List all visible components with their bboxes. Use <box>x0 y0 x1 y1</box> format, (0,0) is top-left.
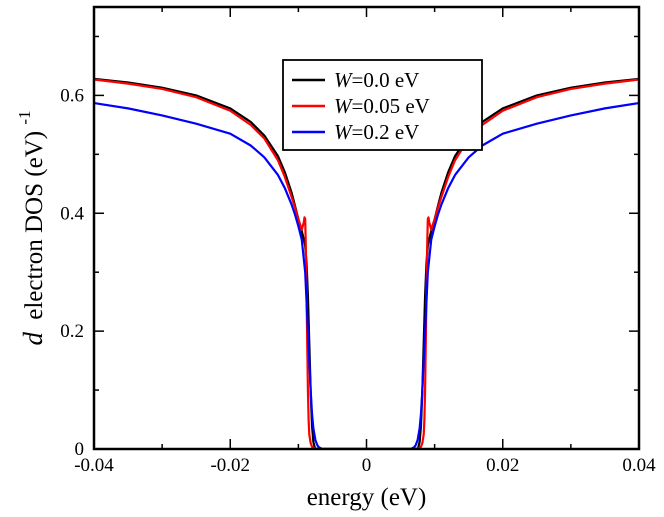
x-tick-labels: -0.04 -0.02 0 0.02 0.04 <box>74 455 656 476</box>
legend: W=0.0 eVW=0.05 eVW=0.2 eV <box>282 59 483 151</box>
y-tick-label: 0.4 <box>60 203 84 224</box>
legend-entry-label: W=0.2 eV <box>334 120 419 144</box>
y-tick-label: 0.6 <box>60 85 84 106</box>
x-axis-title: energy (eV) <box>307 484 427 511</box>
y-axis-title-prefix: d <box>18 332 48 346</box>
legend-entry-value: =0.0 eV <box>352 68 420 92</box>
legend-entry-label: W=0.0 eV <box>334 68 419 92</box>
y-tick-labels: 0 0.2 0.4 0.6 <box>60 85 84 460</box>
series-line-1 <box>94 77 639 449</box>
legend-entry-symbol: W <box>334 94 354 118</box>
x-tick-label: -0.04 <box>74 455 114 476</box>
y-tick-label: 0 <box>75 439 85 460</box>
y-tick-label: 0.2 <box>60 321 84 342</box>
plot-frame <box>92 5 641 451</box>
x-tick-label: -0.02 <box>210 455 250 476</box>
y-axis-title-superscript: -1 <box>15 111 34 125</box>
series-line-2 <box>94 78 639 449</box>
y-axis-title-main: electron DOS (eV) <box>21 131 48 320</box>
svg-text:d electron DOS (eV): d electron DOS (eV) -1 <box>15 111 48 346</box>
legend-entry-value: =0.05 eV <box>352 94 430 118</box>
x-tick-label: 0.02 <box>486 455 519 476</box>
x-tick-label: 0.04 <box>622 455 656 476</box>
x-tick-label: 0 <box>362 455 372 476</box>
legend-entry-label: W=0.05 eV <box>334 94 430 118</box>
series-group <box>94 77 639 449</box>
y-axis-title: d electron DOS (eV) -1 <box>15 111 48 346</box>
series-line-3 <box>94 101 639 449</box>
legend-entry-symbol: W <box>334 68 354 92</box>
legend-entry-symbol: W <box>334 120 354 144</box>
legend-entry-value: =0.2 eV <box>352 120 420 144</box>
